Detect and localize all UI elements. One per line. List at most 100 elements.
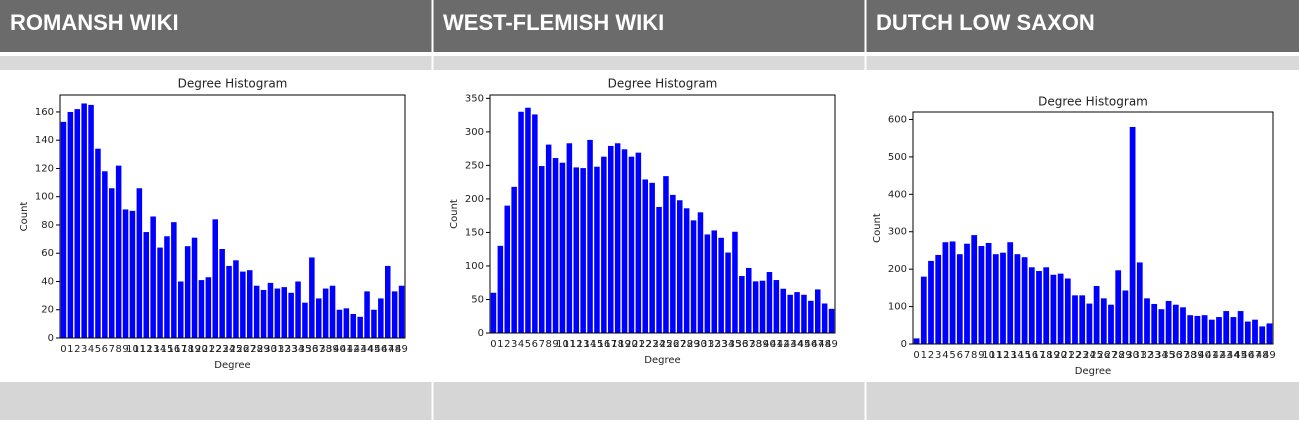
x-tick-label: 47 bbox=[811, 339, 824, 350]
footer-row bbox=[0, 382, 1299, 420]
bar bbox=[1043, 267, 1050, 344]
bar bbox=[821, 303, 828, 333]
x-axis-label: Degree bbox=[644, 355, 680, 366]
bar bbox=[391, 291, 398, 338]
bar bbox=[1216, 317, 1222, 344]
bar bbox=[288, 292, 294, 338]
y-axis-label: Count bbox=[449, 199, 460, 229]
bar bbox=[164, 236, 170, 338]
x-tick-label: 40 bbox=[333, 344, 346, 355]
y-tick-label: 0 bbox=[901, 339, 907, 350]
x-tick-label: 33 bbox=[285, 344, 298, 355]
bar bbox=[67, 111, 74, 338]
bar bbox=[1021, 257, 1028, 344]
chart-title: Degree Histogram bbox=[608, 77, 718, 91]
x-tick-label: 42 bbox=[1213, 350, 1226, 361]
x-tick-label: 27 bbox=[673, 339, 686, 350]
x-tick-label: 41 bbox=[770, 339, 783, 350]
x-tick-label: 25 bbox=[230, 344, 243, 355]
bar bbox=[267, 282, 274, 338]
x-tick-label: 7 bbox=[964, 350, 970, 361]
bar bbox=[704, 234, 711, 333]
bar bbox=[1000, 252, 1006, 344]
bar bbox=[315, 298, 322, 338]
bar bbox=[1036, 271, 1042, 344]
bar bbox=[150, 216, 156, 338]
bar bbox=[621, 149, 628, 333]
bar bbox=[732, 231, 738, 333]
x-tick-label: 48 bbox=[818, 339, 831, 350]
x-tick-label: 7 bbox=[109, 344, 115, 355]
y-tick-label: 100 bbox=[465, 261, 484, 272]
bar bbox=[985, 242, 992, 344]
bar bbox=[1187, 315, 1194, 344]
bar bbox=[559, 162, 566, 333]
bar bbox=[1244, 321, 1251, 344]
x-tick-label: 27 bbox=[1105, 350, 1118, 361]
x-tick-label: 6 bbox=[532, 339, 538, 350]
x-tick-label: 36 bbox=[735, 339, 748, 350]
bar bbox=[690, 220, 697, 333]
bar bbox=[1093, 286, 1100, 344]
bar bbox=[384, 265, 391, 338]
x-axis-label: Degree bbox=[1075, 366, 1111, 377]
x-tick-label: 11 bbox=[563, 339, 576, 350]
bar bbox=[538, 166, 545, 333]
x-tick-label: 6 bbox=[102, 344, 108, 355]
x-tick-label: 28 bbox=[680, 339, 693, 350]
y-tick-label: 20 bbox=[41, 305, 54, 316]
x-tick-label: 23 bbox=[216, 344, 229, 355]
x-tick-label: 30 bbox=[264, 344, 277, 355]
bar bbox=[504, 205, 511, 333]
y-tick-label: 40 bbox=[41, 276, 54, 287]
y-axis-label: Count bbox=[872, 213, 883, 243]
bar bbox=[260, 289, 267, 338]
x-tick-label: 46 bbox=[1241, 350, 1254, 361]
x-tick-label: 16 bbox=[597, 339, 610, 350]
bar bbox=[759, 280, 766, 333]
bar bbox=[614, 143, 621, 333]
bar bbox=[766, 271, 773, 333]
x-tick-label: 31 bbox=[1133, 350, 1146, 361]
x-tick-label: 6 bbox=[957, 350, 963, 361]
bar bbox=[683, 208, 690, 333]
x-tick-label: 5 bbox=[949, 350, 955, 361]
bar bbox=[808, 300, 814, 333]
bar bbox=[1129, 126, 1136, 344]
bar bbox=[780, 288, 787, 333]
bar bbox=[1259, 326, 1266, 344]
bar bbox=[1194, 315, 1201, 344]
bar bbox=[357, 316, 363, 338]
x-tick-label: 18 bbox=[1040, 350, 1053, 361]
x-tick-label: 35 bbox=[729, 339, 742, 350]
x-tick-label: 44 bbox=[791, 339, 804, 350]
x-tick-label: 18 bbox=[181, 344, 194, 355]
x-tick-label: 44 bbox=[361, 344, 374, 355]
x-tick-label: 21 bbox=[1061, 350, 1074, 361]
x-tick-label: 12 bbox=[570, 339, 583, 350]
x-tick-label: 16 bbox=[167, 344, 180, 355]
bar bbox=[198, 280, 205, 338]
bar bbox=[129, 210, 136, 338]
x-tick-label: 20 bbox=[1054, 350, 1067, 361]
bar bbox=[336, 309, 343, 338]
x-tick-label: 38 bbox=[749, 339, 762, 350]
bar bbox=[171, 222, 177, 338]
y-tick-label: 500 bbox=[888, 152, 907, 163]
x-tick-label: 39 bbox=[756, 339, 769, 350]
x-tick-label: 2 bbox=[928, 350, 934, 361]
bar bbox=[143, 232, 150, 338]
x-tick-label: 11 bbox=[133, 344, 146, 355]
bar bbox=[928, 260, 934, 344]
bar bbox=[949, 241, 956, 344]
x-tick-label: 41 bbox=[1205, 350, 1218, 361]
bar bbox=[1064, 278, 1071, 344]
x-tick-label: 34 bbox=[1155, 350, 1168, 361]
x-tick-label: 32 bbox=[1141, 350, 1154, 361]
x-tick-label: 15 bbox=[591, 339, 604, 350]
x-tick-label: 48 bbox=[388, 344, 401, 355]
x-tick-label: 17 bbox=[1033, 350, 1046, 361]
x-tick-label: 28 bbox=[1112, 350, 1125, 361]
bar bbox=[108, 188, 115, 338]
y-tick-label: 0 bbox=[478, 328, 484, 339]
